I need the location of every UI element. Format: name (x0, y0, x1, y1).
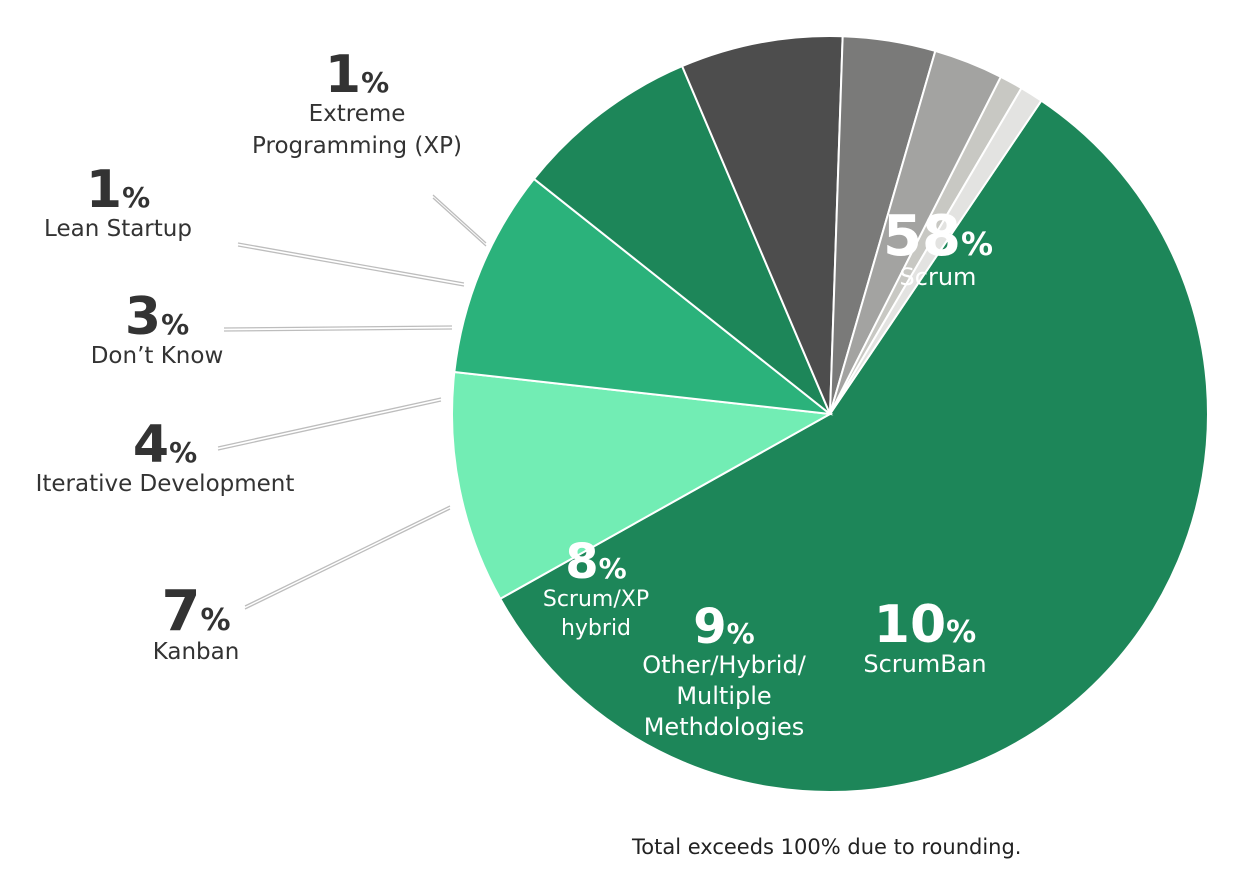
slice-percent-sign: % (169, 436, 197, 469)
slice-percent-extreme-programming-xp: 1% (325, 45, 389, 105)
slice-category-label: Don’t Know (91, 343, 224, 369)
slice-percent-sign: % (946, 615, 976, 650)
pie-slices (451, 35, 1209, 793)
pie-slice-kanban (680, 35, 844, 415)
slice-label-other-hybrid-multiple-methdologies: 9%Other/Hybrid/Multiple Methdologies (642, 599, 806, 741)
slice-label-extreme-programming-xp: 1%Extreme Programming (XP) (252, 45, 462, 159)
slice-category-label: Lean Startup (44, 216, 192, 242)
slice-percent-scrum: 58% (883, 204, 993, 269)
leader-line-kanban (244, 505, 451, 607)
slice-percent-iterative-development: 4% (133, 415, 197, 475)
slice-percent-scrum-xp-hybrid: 8% (565, 534, 626, 590)
slice-label-scrumban: 10%ScrumBan (863, 595, 986, 678)
pie-slice-scrum (498, 99, 1209, 793)
slice-percent-don-t-know: 3% (125, 287, 189, 347)
slice-category-label: Other/Hybrid/ (642, 651, 806, 679)
leader-line-lean-startup (237, 242, 465, 284)
leader-line-extreme-programming-xp (432, 197, 487, 247)
slice-percent-number: 1 (325, 45, 361, 105)
leader-lines (217, 194, 487, 610)
slice-percent-kanban: 7% (161, 579, 230, 644)
slice-label-lean-startup: 1%Lean Startup (44, 160, 192, 242)
leader-line-don-t-know (223, 325, 453, 329)
slice-category-label: Iterative Development (36, 471, 295, 497)
slice-percent-sign: % (200, 603, 230, 638)
slice-percent-number: 58 (883, 204, 961, 269)
slice-category-label: Kanban (153, 639, 240, 665)
slice-label-scrum: 58%Scrum (883, 204, 993, 291)
slice-percent-number: 3 (125, 287, 161, 347)
slice-category-label: Multiple (676, 682, 771, 710)
slice-category-label: ScrumBan (863, 650, 986, 678)
slice-percent-number: 10 (874, 595, 946, 655)
slice-percent-sign: % (161, 308, 189, 341)
leader-line-iterative-development (217, 400, 442, 451)
leader-line-don-t-know (223, 328, 453, 332)
slice-category-label: Extreme (309, 101, 406, 127)
slice-category-label: Scrum (900, 263, 977, 291)
slice-percent-number: 9 (693, 599, 726, 655)
slice-category-label: Programming (XP) (252, 133, 462, 159)
pie-slice-other-hybrid-multiple-methdologies (453, 177, 834, 416)
pie-slice-extreme-programming-xp (829, 86, 1043, 415)
slice-percent-number: 1 (86, 160, 122, 220)
slice-percent-lean-startup: 1% (86, 160, 150, 220)
leader-line-iterative-development (217, 397, 442, 448)
slice-label-kanban: 7%Kanban (153, 579, 240, 665)
leader-line-extreme-programming-xp (432, 194, 487, 244)
slice-percent-sign: % (961, 225, 993, 263)
slice-category-label: hybrid (561, 616, 631, 641)
leader-line-kanban (244, 508, 451, 610)
pie-slice-scrum-xp-hybrid (532, 64, 831, 415)
slice-label-don-t-know: 3%Don’t Know (91, 287, 224, 369)
leader-line-lean-startup (237, 245, 465, 287)
slice-percent-sign: % (361, 66, 389, 99)
chart-footnote: Total exceeds 100% due to rounding. (632, 835, 1022, 859)
pie-slice-scrumban (451, 370, 834, 601)
slice-percent-number: 7 (161, 579, 200, 644)
slice-percent-sign: % (727, 617, 755, 650)
slice-percent-scrumban: 10% (874, 595, 976, 655)
slice-percent-sign: % (599, 552, 627, 585)
slice-percent-number: 8 (565, 534, 598, 590)
slice-label-iterative-development: 4%Iterative Development (36, 415, 295, 497)
slice-category-label: Methdologies (644, 713, 805, 741)
slice-label-scrum-xp-hybrid: 8%Scrum/XP hybrid (543, 534, 649, 641)
slice-percent-number: 4 (133, 415, 169, 475)
slice-percent-other-hybrid-multiple-methdologies: 9% (693, 599, 754, 655)
slice-percent-sign: % (122, 181, 150, 214)
slice-category-label: Scrum/XP (543, 587, 649, 612)
